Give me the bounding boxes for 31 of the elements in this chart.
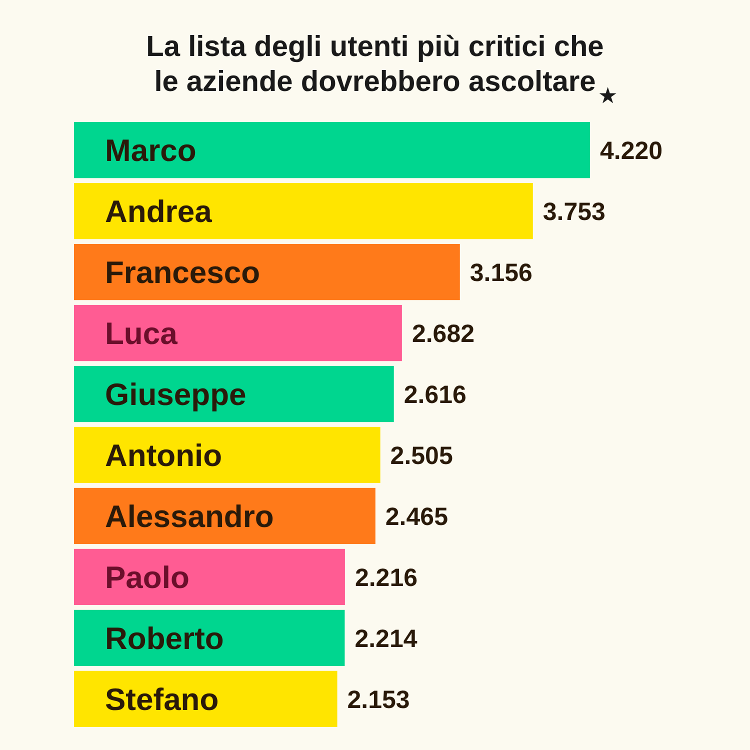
bar [74,366,394,422]
data-label: 2.153 [347,686,410,714]
data-label: 2.465 [385,502,448,531]
data-label: 2.505 [390,442,453,470]
y-tick-label: Giuseppe [105,377,246,412]
bar [74,304,402,362]
y-tick-label: Luca [105,316,178,352]
data-label: 4.220 [600,137,663,166]
data-label: 2.616 [404,381,466,410]
y-tick-label: Francesco [105,255,260,290]
y-tick-label: Alessandro [105,499,274,534]
data-label: 3.156 [470,259,532,288]
y-tick-label: Roberto [105,621,224,656]
data-label: 2.682 [412,320,475,348]
bar [74,670,338,727]
y-tick-label: Paolo [105,560,190,596]
data-label: 2.214 [354,624,418,653]
bar [74,548,345,606]
data-label: 3.753 [542,198,606,226]
y-tick-label: Stefano [105,682,219,718]
bar [74,426,380,484]
y-tick-label: Antonio [105,438,222,474]
chart-title: La lista degli utenti più critici che le aziende dovrebbero ascoltare [146,31,604,98]
y-tick-label: Marco [105,133,196,168]
y-tick-label: Andrea [105,194,213,230]
bar [74,182,533,240]
data-label: 2.216 [354,564,418,592]
bar [74,122,590,178]
bar [74,610,345,666]
bar [74,244,460,300]
bar [74,488,376,544]
